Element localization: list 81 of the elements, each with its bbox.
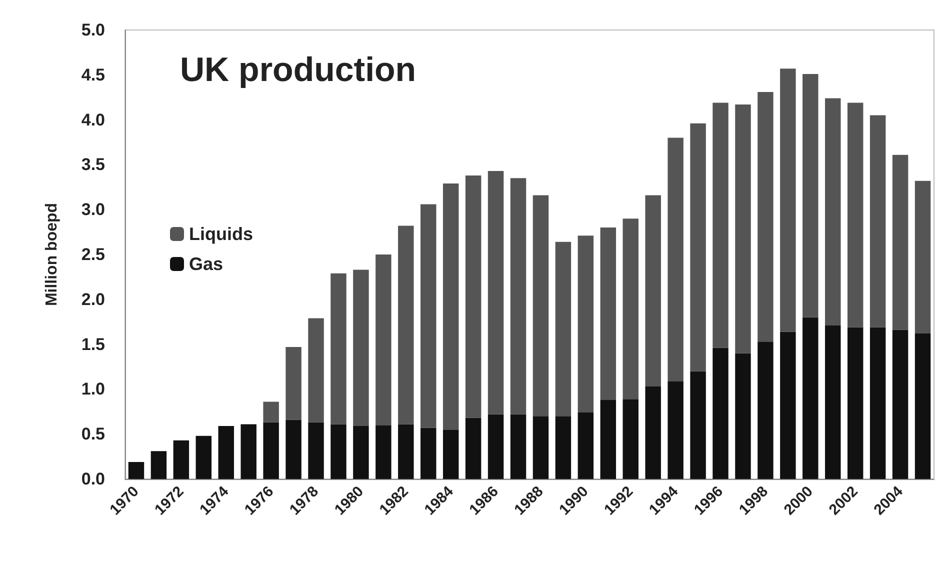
y-tick-label: 5.0 [81,20,105,40]
bar [600,228,616,400]
bar [150,451,167,479]
text: UK production [180,51,416,89]
bar [532,195,549,416]
bar [308,422,324,479]
y-tick-label: 3.0 [81,200,105,220]
bar [712,348,728,479]
bar [712,102,728,348]
bar [128,462,144,479]
y-tick-label: 1.5 [81,334,105,354]
bar [532,416,549,479]
y-tick-label: 4.5 [81,65,105,84]
bar [398,424,414,479]
bar [353,426,369,479]
y-tick-label: 0.5 [81,424,105,444]
bar [600,400,616,479]
bar [780,332,796,479]
bar [376,425,392,479]
bar [555,416,572,479]
bar [870,115,886,328]
bar [825,98,841,326]
bar [442,430,459,479]
bar [825,325,841,479]
bar [263,402,279,422]
bar [286,346,302,420]
bar [465,175,482,418]
bar [488,414,504,479]
bar [668,138,684,382]
bar [465,418,482,479]
y-tick-label: 4.0 [81,110,105,130]
bar [892,330,908,479]
bar [622,399,638,479]
bar [690,123,706,372]
bar [645,195,661,387]
bar [196,436,212,479]
bar [330,273,346,424]
bar [914,334,931,479]
bar [802,317,818,479]
bar [870,327,886,479]
bar [555,242,572,416]
y-tick-label: 3.5 [81,155,105,174]
bar [488,170,504,414]
y-tick-label: 0.0 [81,470,105,488]
bar [735,353,751,479]
bar [510,414,526,479]
bar [690,371,706,479]
bar [847,327,864,479]
bar [330,424,346,479]
bar [173,440,190,479]
bar [218,426,234,479]
bar [847,102,864,328]
bar [735,104,751,354]
bar [353,270,369,426]
bar [802,74,818,318]
bar [668,381,684,479]
bar [420,204,436,428]
bar [892,154,908,330]
bar [240,424,256,479]
bar [308,318,324,422]
bar [420,428,436,479]
bar [914,180,931,334]
bar [780,68,796,332]
y-tick-label: 2.0 [81,290,105,309]
bar [376,254,392,426]
bar [263,422,279,479]
bar [758,92,774,342]
y-tick-label: 1.0 [81,380,105,399]
bar [442,184,459,430]
bar [578,412,594,479]
bar [510,178,526,414]
legend-label: Gas [189,254,224,274]
y-axis-title: Million boepd [44,202,60,306]
bar [622,218,638,400]
legend-label: Liquids [189,224,253,244]
bar [578,236,594,413]
bar [398,226,414,424]
bar [758,342,774,479]
bar [286,420,302,479]
bar [645,386,661,479]
y-tick-label: 2.5 [81,245,105,264]
